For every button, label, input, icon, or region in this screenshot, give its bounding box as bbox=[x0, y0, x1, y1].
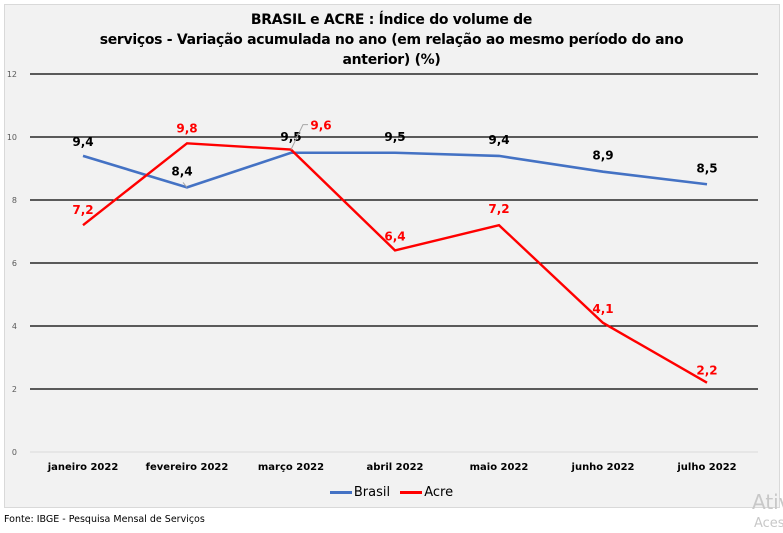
data-label-brasil: 8,4 bbox=[171, 164, 192, 178]
chart-title-line-2: serviços - Variação acumulada no ano (em… bbox=[99, 32, 684, 48]
legend-label-acre: Acre bbox=[424, 485, 454, 500]
x-tick-label: maio 2022 bbox=[470, 462, 529, 473]
data-label-brasil: 9,5 bbox=[280, 130, 301, 144]
chart-title-line-3: anterior) (%) bbox=[342, 52, 441, 68]
legend-item-brasil[interactable]: Brasil bbox=[329, 485, 391, 500]
legend-swatch-acre bbox=[400, 491, 423, 494]
y-axis-ticks: 0 2 4 6 8 10 12 bbox=[7, 70, 17, 457]
chart-title-line-1: BRASIL e ACRE : Índice do volume de bbox=[250, 12, 533, 28]
y-tick-label: 6 bbox=[12, 259, 17, 268]
y-tick-label: 0 bbox=[12, 448, 17, 457]
y-tick-label: 2 bbox=[12, 385, 17, 394]
source-note: Fonte: IBGE - Pesquisa Mensal de Serviço… bbox=[4, 514, 205, 525]
data-label-acre: 9,8 bbox=[176, 121, 197, 135]
data-label-brasil: 9,5 bbox=[384, 130, 405, 144]
data-label-acre: 6,4 bbox=[384, 229, 405, 243]
label-leader-line bbox=[290, 124, 308, 150]
x-tick-label: janeiro 2022 bbox=[47, 462, 119, 473]
x-tick-label: abril 2022 bbox=[366, 462, 423, 473]
data-label-brasil: 8,5 bbox=[696, 161, 717, 175]
legend-label-brasil: Brasil bbox=[353, 485, 391, 500]
series-line-acre bbox=[82, 142, 708, 384]
chart-area bbox=[4, 4, 780, 508]
data-label-acre: 4,1 bbox=[592, 302, 613, 316]
chart-title: BRASIL e ACRE : Índice do volume de serv… bbox=[0, 10, 783, 70]
gridlines bbox=[30, 73, 758, 453]
data-label-acre: 2,2 bbox=[696, 364, 717, 378]
x-tick-label: junho 2022 bbox=[571, 462, 635, 473]
data-label-acre: 7,2 bbox=[488, 202, 509, 216]
label-leader-line bbox=[182, 182, 188, 188]
y-tick-label: 12 bbox=[7, 70, 17, 79]
legend-item-acre[interactable]: Acre bbox=[400, 485, 453, 500]
x-tick-label: março 2022 bbox=[258, 462, 324, 473]
activation-watermark-line-2: Aces bbox=[754, 516, 783, 531]
x-tick-label: julho 2022 bbox=[676, 462, 736, 473]
legend-swatch-brasil bbox=[329, 491, 352, 494]
y-tick-label: 8 bbox=[12, 196, 17, 205]
y-tick-label: 10 bbox=[7, 133, 17, 142]
data-label-brasil: 8,9 bbox=[592, 149, 613, 163]
legend: Brasil Acre bbox=[0, 483, 783, 500]
activation-watermark-line-1: Ativ bbox=[752, 490, 783, 514]
x-tick-label: fevereiro 2022 bbox=[146, 462, 229, 473]
data-label-brasil: 9,4 bbox=[72, 135, 93, 149]
y-tick-label: 4 bbox=[12, 322, 17, 331]
data-labels: 9,4 8,4 9,5 9,5 9,4 8,9 8,5 7,2 9,8 9,6 6,4 7,2 4,1 2… bbox=[72, 119, 717, 378]
data-label-acre: 7,2 bbox=[72, 203, 93, 217]
data-label-brasil: 9,4 bbox=[488, 133, 509, 147]
x-axis-labels: janeiro 2022 fevereiro 2022 março 2022 abri… bbox=[47, 462, 737, 473]
data-label-acre: 9,6 bbox=[310, 119, 331, 133]
